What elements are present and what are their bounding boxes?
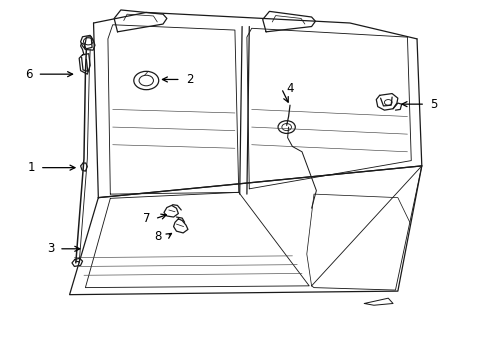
Text: 7: 7	[142, 212, 150, 225]
Text: 6: 6	[25, 68, 33, 81]
Text: 5: 5	[429, 98, 437, 111]
Text: 3: 3	[47, 242, 54, 255]
Text: 8: 8	[154, 230, 162, 243]
Text: 4: 4	[285, 82, 293, 95]
Text: 1: 1	[27, 161, 35, 174]
Text: 2: 2	[185, 73, 193, 86]
